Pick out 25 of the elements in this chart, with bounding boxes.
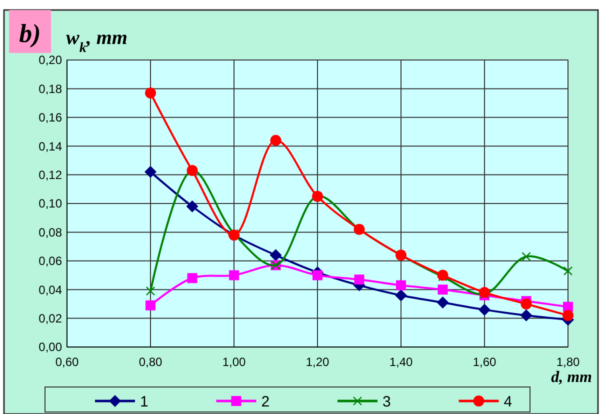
y-tick-label: 0,20	[38, 53, 62, 68]
x-tick-label: 1,80	[556, 355, 580, 369]
y-tick-label: 0,06	[38, 254, 62, 268]
x-tick-label: 1,40	[389, 355, 413, 369]
chart-title: b)	[19, 19, 41, 48]
x-tick-label: 0,60	[55, 355, 79, 369]
y-tick-label: 0,00	[38, 340, 62, 354]
y-tick-label: 0,08	[38, 225, 62, 240]
x-tick-label: 1,00	[222, 355, 246, 369]
y-tick-label: 0,04	[38, 282, 62, 297]
legend-label: 1	[140, 393, 148, 410]
x-tick-label: 1,20	[306, 355, 330, 369]
y-tick-label: 0,10	[38, 196, 62, 211]
y-tick-label: 0,18	[38, 82, 62, 96]
y-tick-label: 0,02	[38, 312, 62, 326]
y-tick-label: 0,12	[38, 168, 62, 182]
x-axis-title: d, mm	[551, 369, 592, 386]
y-tick-label: 0,14	[38, 139, 62, 154]
x-tick-label: 1,60	[472, 355, 496, 369]
legend-label: 4	[504, 393, 512, 410]
y-tick-label: 0,16	[38, 110, 62, 125]
legend-label: 2	[261, 393, 270, 410]
x-tick-label: 0,80	[138, 355, 162, 369]
legend-label: 3	[382, 393, 391, 410]
y-axis-title: w$_{k}$, mm	[66, 27, 128, 56]
